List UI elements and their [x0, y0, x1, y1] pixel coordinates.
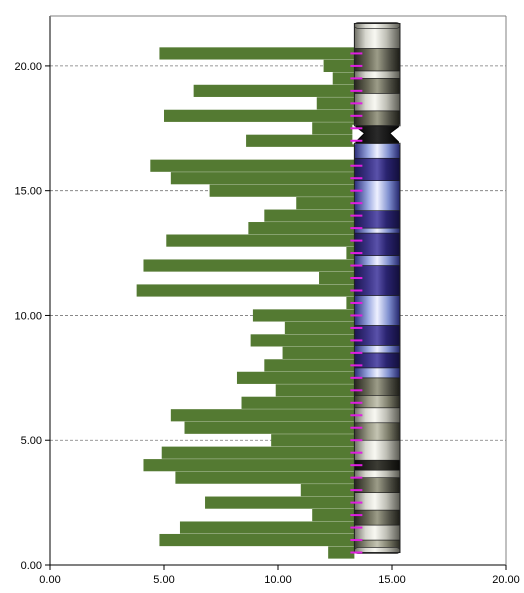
bar — [209, 184, 355, 197]
chromosome-band — [354, 422, 401, 441]
y-tick-label: 15.00 — [14, 186, 42, 198]
bar — [312, 509, 355, 522]
bar — [179, 521, 355, 534]
bar — [323, 59, 355, 72]
chromosome-band — [354, 180, 401, 211]
bar — [164, 109, 355, 122]
centromere-notch-right — [398, 124, 402, 145]
chromosome-band — [354, 395, 401, 409]
chromosome-band — [354, 509, 401, 526]
bar — [316, 97, 355, 110]
bar — [136, 284, 355, 297]
chromosome-band — [354, 255, 401, 266]
chromosome-band — [354, 345, 401, 354]
y-tick-label: 0.00 — [21, 560, 42, 572]
marker-layer — [350, 52, 363, 554]
bar — [175, 471, 355, 484]
bar — [170, 172, 355, 185]
bar — [250, 334, 355, 347]
bar — [252, 309, 355, 322]
bar — [159, 47, 355, 60]
bar — [312, 122, 355, 135]
x-tick-label: 5.00 — [153, 574, 174, 586]
chromosome-band — [354, 492, 401, 511]
bar — [296, 197, 355, 210]
bar — [205, 496, 355, 509]
bar — [328, 546, 355, 559]
x-tick-label: 20.00 — [492, 574, 520, 586]
bar — [282, 346, 355, 359]
bar — [161, 446, 355, 459]
chromosome-band — [354, 70, 401, 79]
y-tick-label: 20.00 — [14, 61, 42, 73]
bar — [264, 209, 355, 222]
chromosome-band — [354, 93, 401, 112]
x-tick-label: 10.00 — [264, 574, 292, 586]
chromosome-band — [354, 469, 401, 478]
bar — [236, 371, 355, 384]
chromosome-band — [354, 142, 401, 159]
centromere-notch-left — [352, 124, 356, 145]
bar — [184, 421, 355, 434]
bar — [150, 159, 355, 172]
bar — [193, 84, 355, 97]
y-tick-label: 5.00 — [21, 435, 42, 447]
chromosome-band — [354, 377, 401, 396]
chromosome-outline-q — [353, 22, 401, 127]
bar — [319, 271, 355, 285]
bar — [264, 359, 355, 372]
axes-layer: 0.00 5.00 10.00 15.00 20.00 0.00 5.00 10.00 15.0… — [14, 15, 520, 586]
chromosome-band — [354, 110, 401, 127]
bar — [332, 72, 355, 85]
x-tick-label: 0.00 — [39, 574, 60, 586]
y-tick-label: 10.00 — [14, 310, 42, 322]
x-tick-label: 15.00 — [378, 574, 406, 586]
bar — [246, 134, 355, 147]
chromosome-band — [354, 367, 401, 379]
bar — [241, 396, 355, 409]
chromosome-band — [354, 295, 401, 326]
chromosome-ideogram — [352, 22, 402, 554]
bar — [166, 234, 355, 247]
bar — [159, 533, 355, 547]
bar — [300, 484, 355, 497]
bar — [143, 459, 355, 472]
chromosome-band — [354, 439, 401, 461]
bar — [271, 434, 355, 447]
bar — [248, 222, 355, 235]
bar — [170, 409, 355, 422]
bar — [284, 321, 355, 335]
bar — [275, 384, 355, 397]
chromosome-band — [354, 210, 401, 229]
bar — [143, 259, 355, 272]
chromosome-outline-p — [353, 142, 401, 554]
chromosome-band — [354, 48, 401, 72]
bars-layer — [136, 47, 355, 559]
